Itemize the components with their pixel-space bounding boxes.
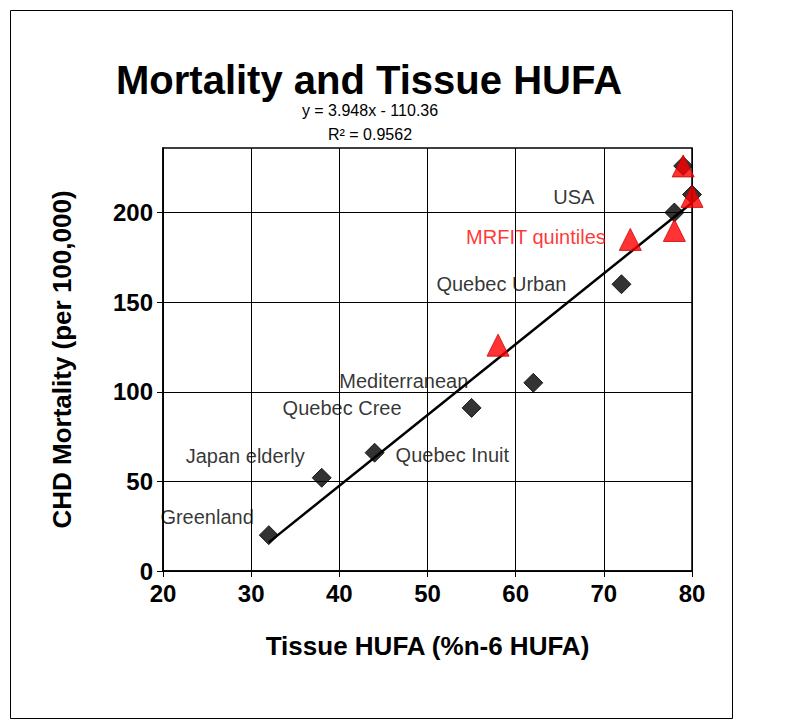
svg-text:USA: USA	[553, 186, 595, 208]
svg-text:Japan elderly: Japan elderly	[186, 445, 305, 467]
svg-text:y = 3.948x - 110.36: y = 3.948x - 110.36	[302, 102, 438, 119]
svg-text:Greenland: Greenland	[160, 506, 253, 528]
svg-text:20: 20	[150, 580, 177, 607]
svg-text:200: 200	[113, 199, 153, 226]
svg-text:Tissue HUFA (%n-6 HUFA): Tissue HUFA (%n-6 HUFA)	[266, 631, 590, 661]
svg-text:100: 100	[113, 378, 153, 405]
svg-text:Quebec Urban: Quebec Urban	[436, 273, 566, 295]
svg-text:R² = 0.9562: R² = 0.9562	[328, 126, 412, 143]
svg-text:40: 40	[326, 580, 353, 607]
svg-text:60: 60	[502, 580, 529, 607]
svg-text:150: 150	[113, 289, 153, 316]
svg-text:CHD Mortality (per 100,000): CHD Mortality (per 100,000)	[47, 190, 77, 528]
svg-text:30: 30	[238, 580, 265, 607]
svg-text:80: 80	[679, 580, 706, 607]
svg-text:0: 0	[139, 557, 153, 585]
svg-text:MRFIT quintiles: MRFIT quintiles	[466, 226, 606, 248]
svg-text:50: 50	[414, 580, 441, 607]
svg-text:Mediterranean: Mediterranean	[339, 370, 468, 392]
svg-text:Mortality and Tissue HUFA: Mortality and Tissue HUFA	[116, 58, 622, 102]
svg-text:70: 70	[590, 580, 617, 607]
svg-text:Quebec Inuit: Quebec Inuit	[396, 444, 510, 466]
svg-text:Quebec Cree: Quebec Cree	[283, 397, 402, 419]
svg-text:50: 50	[126, 468, 153, 495]
